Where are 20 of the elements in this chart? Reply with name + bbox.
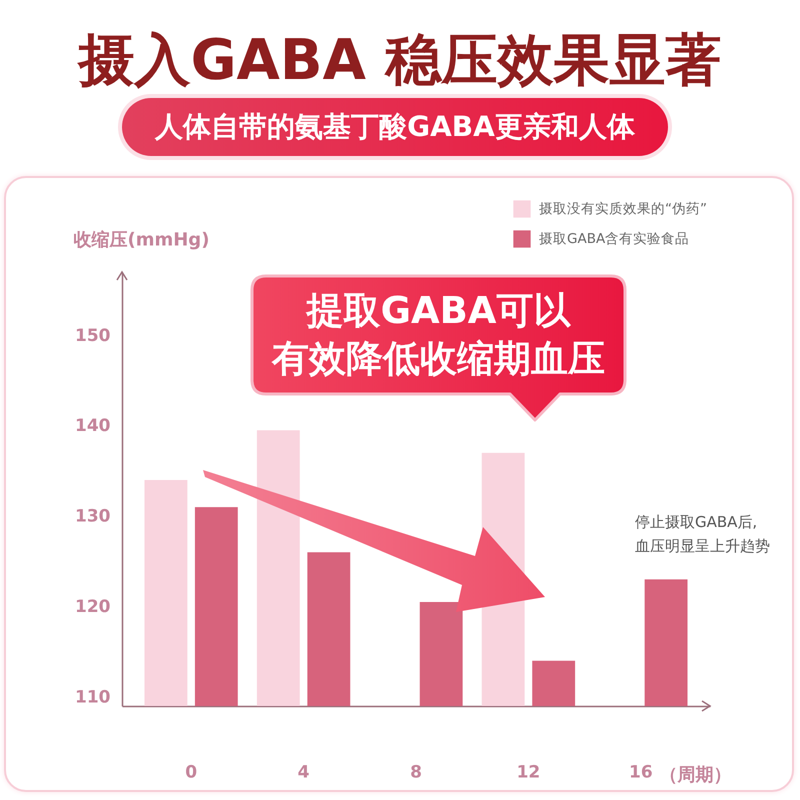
y-axis-title: 收缩压(mmHg): [74, 230, 210, 250]
x-tick-label: 12: [516, 762, 540, 782]
x-tick-label: 8: [410, 762, 422, 782]
legend-label: 摄取GABA含有实验食品: [539, 231, 690, 247]
y-tick-label: 130: [75, 506, 111, 527]
x-axis-title: （周期）: [660, 764, 732, 786]
x-tick-label: 16: [629, 762, 653, 782]
annotation: 停止摄取GABA后, 血压明显呈上升趋势: [635, 512, 770, 557]
chart-title: 摄入GABA 稳压效果显著: [76, 27, 722, 95]
annotation: 有效降低收缩期血压: [270, 336, 606, 382]
chart-subtitle: 人体自带的氨基丁酸GABA更亲和人体: [155, 110, 635, 143]
y-tick-label: 110: [75, 687, 111, 708]
x-tick-label: 4: [298, 762, 310, 782]
annotation: 提取GABA可以: [304, 288, 572, 334]
y-tick-label: 140: [75, 416, 111, 436]
legend-label: 摄取没有实质效果的“伪药”: [539, 201, 707, 217]
y-tick-label: 120: [75, 597, 111, 618]
x-tick-label: 0: [185, 762, 198, 782]
y-tick-label: 150: [75, 326, 111, 346]
banner: 人体自带的氨基丁酸GABA更亲和人体: [122, 98, 668, 156]
